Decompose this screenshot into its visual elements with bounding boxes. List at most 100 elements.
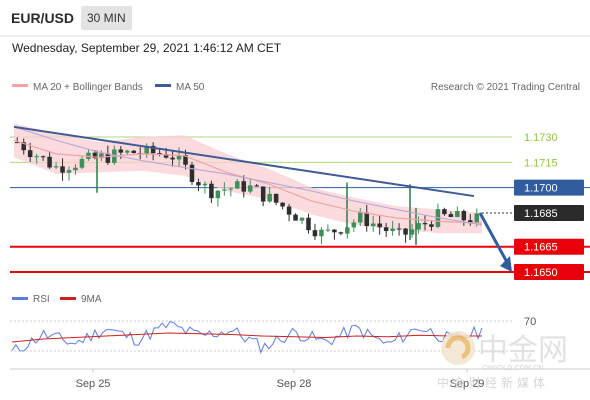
candle-body xyxy=(364,212,370,227)
ma9-legend-swatch xyxy=(60,297,76,300)
watermark-cn-text: 中金网 xyxy=(478,333,568,368)
ma20-legend-label: MA 20 + Bollinger Bands xyxy=(33,82,143,93)
candle-body xyxy=(209,183,214,199)
level-tag-1.1700 xyxy=(514,179,584,196)
watermark-sub-text: 中金财经新媒体 xyxy=(437,375,549,390)
ma50-legend-label: MA 50 xyxy=(176,82,205,93)
candle-body xyxy=(370,223,376,227)
candle-body xyxy=(383,227,389,232)
watermark-logo-swirl xyxy=(445,335,471,360)
research-credit: Research © 2021 Trading Central xyxy=(431,82,580,93)
candle-body xyxy=(34,156,39,158)
candle-body xyxy=(27,150,33,158)
candle-body xyxy=(150,145,156,154)
candle-body xyxy=(260,186,266,202)
candle-body xyxy=(345,227,350,234)
level-label-1.1650: 1.1650 xyxy=(524,267,558,279)
candle-body xyxy=(66,170,72,173)
candle-body xyxy=(442,209,447,215)
candle-body xyxy=(124,150,130,153)
level-label-1.1715: 1.1715 xyxy=(524,157,558,169)
candle-body xyxy=(299,217,305,221)
cngold-watermark: 中金网 CNGOLD.COM.CN 中金财经新媒体 xyxy=(437,331,568,390)
candle-body xyxy=(163,154,169,158)
candle-body xyxy=(215,190,221,199)
candle-body xyxy=(176,155,182,160)
candle-body xyxy=(306,217,311,231)
candle-body xyxy=(92,152,98,159)
candle-body xyxy=(377,223,382,228)
candle-body xyxy=(396,228,402,230)
level-tag-1.1665 xyxy=(514,238,584,255)
candle-body xyxy=(254,185,259,187)
candle-body xyxy=(461,210,467,221)
price-plot: 1.1730 1.1715 1.1700 1.1685 1.1665 1.1650 xyxy=(10,123,590,280)
candle-body xyxy=(53,166,59,168)
candle-body xyxy=(422,223,428,225)
ma20-legend-swatch xyxy=(12,84,28,87)
candle-body xyxy=(79,158,85,168)
candle-body xyxy=(312,230,318,237)
level-label-1.1685: 1.1685 xyxy=(524,208,558,220)
ma50-line xyxy=(13,126,483,226)
ma9-legend-label: 9MA xyxy=(81,294,102,305)
candle-body xyxy=(429,224,434,227)
candle-body xyxy=(99,153,104,159)
rsi-legend: RSI 9MA xyxy=(12,294,102,305)
candle-body xyxy=(293,214,298,221)
candle-body xyxy=(273,193,279,203)
level-label-1.1700: 1.1700 xyxy=(524,183,558,195)
candle-body xyxy=(47,156,52,168)
candle-body xyxy=(267,193,272,202)
candle-body xyxy=(241,181,247,192)
main-legend: MA 20 + Bollinger Bands MA 50 Research ©… xyxy=(12,82,580,93)
candle-body xyxy=(332,229,337,233)
forecast-arrow-shaft xyxy=(478,212,510,265)
level-label-1.1665: 1.1665 xyxy=(524,242,558,254)
candle-body xyxy=(105,153,111,163)
rsi-legend-label: RSI xyxy=(33,294,50,305)
candle-body xyxy=(351,222,357,228)
timeframe-button[interactable]: 30 MIN xyxy=(81,6,132,30)
candle-body xyxy=(170,157,175,160)
candle-body xyxy=(247,185,253,192)
watermark-url-text: CNGOLD.COM.CN xyxy=(482,364,543,372)
candle-body xyxy=(474,213,480,224)
candle-body xyxy=(416,223,421,230)
candle-body xyxy=(21,142,26,151)
candle-body xyxy=(468,220,473,224)
x-tick-label: Sep 29 xyxy=(450,378,485,390)
candle-body xyxy=(409,229,415,235)
candle-body xyxy=(196,182,201,186)
ma50-legend-swatch xyxy=(155,84,171,87)
candle-body xyxy=(403,228,408,235)
candle-body xyxy=(280,202,285,207)
candle-body xyxy=(73,167,78,171)
candle-body xyxy=(144,145,149,154)
candle-body xyxy=(60,166,65,173)
candle-body xyxy=(118,149,124,153)
rsi-ma9-line xyxy=(11,332,482,343)
rsi-plot: 70 xyxy=(10,316,536,354)
candle-body xyxy=(86,152,91,159)
candle-body xyxy=(338,232,344,234)
currency-pair-title: EUR/USD xyxy=(11,10,75,26)
rsi-level-70-label: 70 xyxy=(524,316,536,328)
rsi-legend-swatch xyxy=(12,297,28,300)
candle-body xyxy=(222,189,227,191)
x-axis: Sep 25 Sep 28 Sep 29 xyxy=(76,369,485,390)
candle-body xyxy=(325,229,331,231)
level-label-1.1730: 1.1730 xyxy=(524,132,558,144)
level-tag-1.1650 xyxy=(514,264,584,280)
candle-body xyxy=(357,212,363,223)
chart-header: EUR/USD 30 MIN xyxy=(0,0,590,36)
candle-body xyxy=(235,181,240,189)
candle-body xyxy=(157,153,162,155)
candle-body xyxy=(455,210,460,217)
candle-body xyxy=(14,142,20,144)
candle-body xyxy=(189,164,195,183)
level-tag-1.1685 xyxy=(514,204,584,221)
candle-body xyxy=(390,228,395,232)
candle-body xyxy=(319,229,324,237)
